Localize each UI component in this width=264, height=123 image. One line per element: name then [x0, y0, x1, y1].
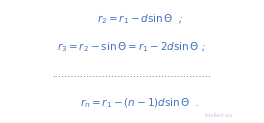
Text: $r_2 = r_1 - d\sin\Theta$  ;: $r_2 = r_1 - d\sin\Theta$ ;: [97, 13, 183, 26]
Text: $r_3 = r_2 - \sin\Theta = r_1 - 2d\sin\Theta$ ;: $r_3 = r_2 - \sin\Theta = r_1 - 2d\sin\T…: [57, 40, 207, 54]
Text: ...................................................: ........................................…: [52, 69, 212, 79]
Text: intellect.icu: intellect.icu: [205, 113, 233, 118]
Text: $r_n = r_1 - (n-1)d\sin\Theta$  .: $r_n = r_1 - (n-1)d\sin\Theta$ .: [80, 97, 200, 110]
